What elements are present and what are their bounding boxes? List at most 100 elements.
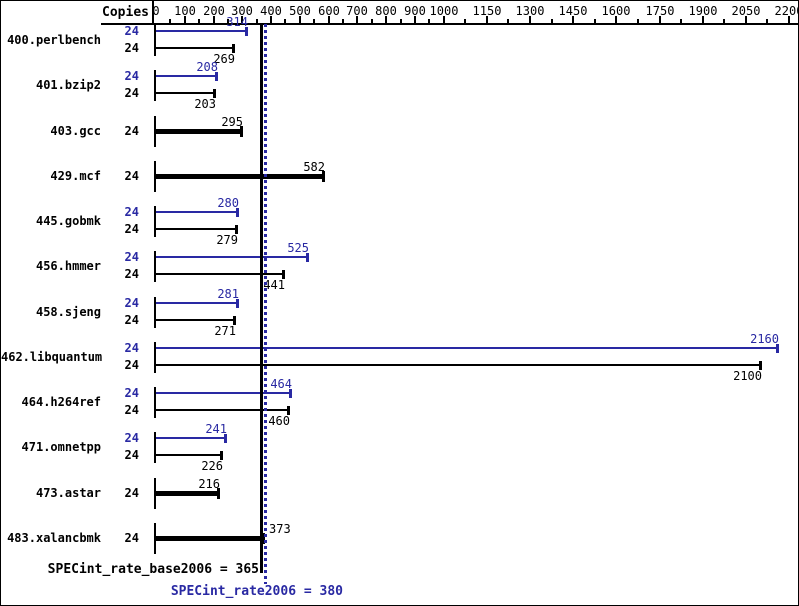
peak-bar (156, 75, 216, 77)
bar-end-cap (220, 451, 223, 460)
bar-value-label: 525 (287, 241, 309, 255)
copies-value: 24 (124, 86, 139, 100)
benchmark-label: 462.libquantum (1, 350, 103, 364)
benchmark-label: 464.h264ref (21, 395, 101, 409)
bar-end-cap (306, 253, 309, 262)
axis-tick-label: 1000 (429, 4, 459, 18)
axis-tick-label: 400 (260, 4, 282, 18)
axis-tick-label: 1450 (558, 4, 588, 18)
peak-bar (156, 302, 237, 304)
axis-tick-label: 1600 (601, 4, 631, 18)
axis-tick-label: 2200 (774, 4, 798, 18)
base-reference-line (260, 24, 263, 573)
base-bar (156, 228, 236, 230)
bar-value-label: 464 (270, 377, 292, 391)
base-bar (156, 319, 234, 321)
bar-end-cap (245, 27, 248, 36)
base-summary-label: SPECint_rate_base2006 = 365 (47, 562, 259, 577)
benchmark-row-baseline (154, 342, 156, 373)
axis-major-tick (414, 16, 416, 23)
benchmark-label: 401.bzip2 (35, 78, 101, 92)
copies-value: 24 (124, 222, 139, 236)
axis-major-tick (328, 16, 330, 23)
axis-tick-label: 2050 (731, 4, 761, 18)
copies-value: 24 (124, 358, 139, 372)
axis-minor-tick (551, 19, 553, 23)
bar-value-label: 216 (198, 477, 220, 491)
copies-value: 24 (124, 448, 139, 462)
axis-major-tick (443, 16, 445, 23)
peak-bar (156, 392, 290, 394)
axis-minor-tick (507, 19, 509, 23)
peak-summary-label: SPECint_rate2006 = 380 (170, 584, 343, 599)
bar-value-label: 314 (226, 15, 248, 29)
axis-major-tick (299, 16, 301, 23)
axis-major-tick (745, 16, 747, 23)
bar-end-cap (282, 270, 285, 279)
bar-end-cap (289, 389, 292, 398)
benchmark-label: 429.mcf (50, 169, 101, 183)
bar-value-label: 281 (217, 287, 239, 301)
bar-value-label: 203 (194, 97, 216, 111)
bar-value-label: 226 (201, 459, 223, 473)
copies-value: 24 (124, 431, 139, 445)
axis-minor-tick (594, 19, 596, 23)
axis-tick-label: 0 (152, 4, 160, 18)
bar-end-cap (236, 208, 239, 217)
peak-bar (156, 437, 225, 439)
axis-minor-tick (766, 19, 768, 23)
axis-minor-tick (169, 19, 171, 23)
benchmark-label: 471.omnetpp (21, 440, 101, 454)
axis-tick-label: 1750 (645, 4, 675, 18)
copies-value: 24 (124, 24, 139, 38)
benchmark-label: 445.gobmk (35, 214, 101, 228)
benchmark-label: 458.sjeng (35, 305, 101, 319)
benchmark-row-baseline (154, 523, 156, 554)
benchmark-label: 456.hmmer (35, 259, 101, 273)
base-bar (156, 536, 263, 541)
axis-tick-label: 900 (404, 4, 426, 18)
benchmark-row-baseline (154, 70, 156, 101)
axis-major-tick (241, 16, 243, 23)
copies-value: 24 (124, 169, 139, 183)
bar-value-label: 241 (205, 422, 227, 436)
base-bar (156, 174, 323, 179)
axis-minor-tick (371, 19, 373, 23)
bar-end-cap (232, 44, 235, 53)
copies-value: 24 (124, 341, 139, 355)
copies-divider-line (152, 1, 154, 24)
copies-value: 24 (124, 486, 139, 500)
axis-minor-tick (342, 19, 344, 23)
peak-bar (156, 256, 307, 258)
copies-value: 24 (124, 267, 139, 281)
bar-value-label: 279 (216, 233, 238, 247)
bar-end-cap (224, 434, 227, 443)
benchmark-row-baseline (154, 116, 156, 147)
bar-value-label: 280 (217, 196, 239, 210)
axis-minor-tick (227, 19, 229, 23)
base-bar (156, 491, 218, 496)
bar-value-label: 441 (263, 278, 285, 292)
bar-end-cap (213, 89, 216, 98)
bar-end-cap (236, 299, 239, 308)
axis-major-tick (270, 16, 272, 23)
axis-tick-label: 800 (375, 4, 397, 18)
copies-value: 24 (124, 41, 139, 55)
benchmark-label: 400.perlbench (7, 33, 101, 47)
bar-value-label: 2100 (733, 369, 762, 383)
benchmark-row-baseline (154, 25, 156, 56)
bar-value-label: 582 (303, 160, 325, 174)
copies-value: 24 (124, 296, 139, 310)
axis-minor-tick (428, 19, 430, 23)
bar-end-cap (215, 72, 218, 81)
axis-major-tick (788, 16, 790, 23)
benchmark-label: 473.astar (35, 486, 101, 500)
bar-value-label: 460 (268, 414, 290, 428)
benchmark-row-baseline (154, 161, 156, 192)
bar-value-label: 271 (214, 324, 236, 338)
bar-end-cap (233, 316, 236, 325)
bar-value-label: 208 (196, 60, 218, 74)
peak-reference-line (264, 24, 267, 584)
base-bar (156, 92, 214, 94)
